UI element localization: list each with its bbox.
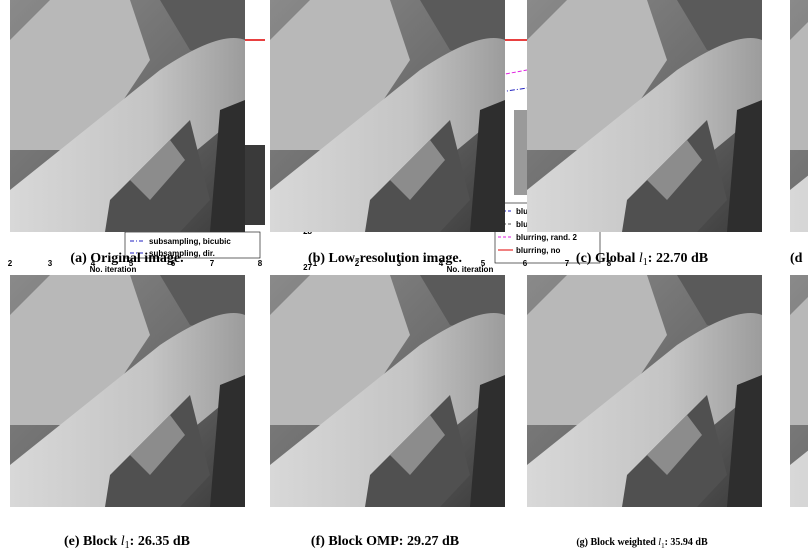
x-tick-label: 7 (565, 259, 570, 268)
image-panel (270, 275, 505, 507)
caption-sub: 1 (125, 540, 130, 550)
caption-text: : 22.70 dB (648, 251, 708, 266)
caption-text: (f) Block OMP: 29.27 dB (311, 534, 459, 549)
x-tick-label: 5 (481, 259, 486, 268)
legend-label: blu (516, 207, 528, 216)
caption-text: (e) Block (64, 534, 121, 549)
caption-var: l (121, 534, 125, 549)
caption-text: (g) Block weighted (576, 537, 658, 548)
caption: (c) Global l1: 22.70 dB (576, 251, 708, 268)
caption-text: (b) Low-resolution image. (308, 251, 462, 266)
caption: (g) Block weighted l1: 35.94 dB (576, 537, 708, 550)
image-panel (790, 275, 808, 507)
background-charts: 2 3 4 5 6 7 8 No. iteration subsampling, bicubic… (8, 39, 612, 274)
legend-label: blurring, rand. 2 (516, 233, 577, 242)
image-panel (10, 275, 245, 507)
y-tick-label: 27 (303, 263, 312, 272)
legend-label: subsampling, dir. (149, 249, 215, 258)
x-tick-label: 2 (355, 259, 360, 268)
x-tick-label: 6 (171, 259, 176, 268)
caption-var: l (639, 251, 643, 266)
caption-sub: 1 (661, 542, 665, 550)
x-tick-label: 3 (397, 259, 402, 268)
caption-text: (a) Original image. (70, 251, 183, 266)
x-tick-label: 1 (313, 259, 318, 268)
caption: (e) Block l1: 26.35 dB (64, 534, 190, 550)
caption-text: : 35.94 dB (665, 537, 708, 548)
x-tick-label: 5 (129, 259, 134, 268)
inset-image (514, 110, 527, 195)
image-panel (527, 275, 762, 507)
x-tick-label: 8 (258, 259, 263, 268)
caption: (b) Low-resolution image. (308, 251, 462, 266)
image-panel (270, 0, 505, 232)
x-tick-label: 3 (48, 259, 53, 268)
x-tick-label: 4 (439, 259, 444, 268)
x-tick-label: 6 (523, 259, 528, 268)
caption: (a) Original image. (70, 251, 183, 266)
caption-text: (c) Global (576, 251, 639, 266)
inset-image (245, 145, 265, 225)
x-axis-label: No. iteration (90, 265, 137, 274)
caption: (f) Block OMP: 29.27 dB (311, 534, 459, 549)
legend-label: subsampling, bicubic (149, 237, 231, 246)
x-tick-label: 2 (8, 259, 13, 268)
image-panel (790, 0, 808, 232)
legend-box (124, 231, 261, 259)
caption-text: : 26.35 dB (130, 534, 190, 549)
image-panel (10, 0, 245, 232)
image-panel (527, 0, 762, 232)
legend-label: blurring, no (516, 246, 561, 255)
caption: (d (790, 251, 803, 266)
caption-text: (d (790, 251, 803, 266)
caption-var: l (658, 537, 661, 548)
x-tick-label: 7 (210, 259, 215, 268)
legend-label: blu (516, 220, 528, 229)
x-axis-label: No. iteration (447, 265, 494, 274)
caption-sub: 1 (643, 257, 648, 268)
x-tick-label: 4 (91, 259, 96, 268)
chart-line (499, 69, 528, 76)
x-tick-label: 8 (607, 259, 612, 268)
